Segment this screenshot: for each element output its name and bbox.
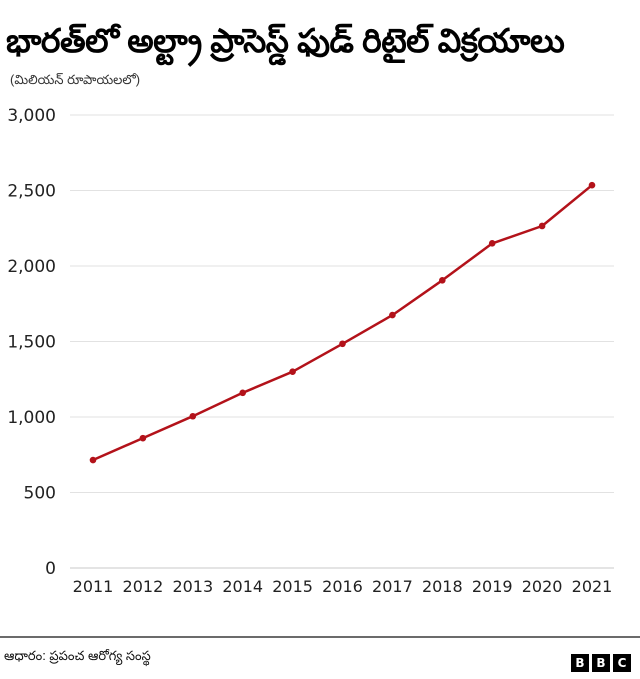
- source-note: ఆధారం: ప్రపంచ ఆరోగ్య సంస్థ: [4, 648, 151, 663]
- data-point: [488, 240, 496, 247]
- x-tick-label: 2013: [172, 577, 213, 596]
- x-tick-label: 2017: [372, 577, 413, 596]
- y-axis-ticks: 0 500 1,000 1,500 2,000 2,500 3,000: [7, 106, 56, 579]
- data-point: [439, 277, 446, 284]
- data-point: [289, 368, 296, 376]
- logo-letter: B: [592, 654, 610, 672]
- data-point: [239, 389, 246, 397]
- y-tick-label: 3,000: [7, 106, 56, 126]
- data-point: [189, 412, 197, 420]
- y-tick-label: 500: [24, 484, 56, 504]
- footer-divider: [0, 636, 640, 638]
- data-line: [92, 184, 593, 462]
- y-tick-label: 2,000: [7, 257, 56, 277]
- bbc-logo: B B C: [571, 654, 631, 672]
- data-point: [89, 456, 97, 464]
- x-tick-label: 2021: [572, 577, 613, 596]
- gridlines: [70, 114, 614, 569]
- x-tick-label: 2011: [73, 577, 114, 596]
- y-tick-label: 2,500: [7, 182, 56, 202]
- x-tick-label: 2018: [422, 577, 463, 596]
- chart-title: భారత్‌లో అల్ట్రా ప్రాసెస్డ్ ఫుడ్ రిటైల్ …: [6, 22, 565, 59]
- data-point: [139, 434, 147, 442]
- data-point: [588, 181, 596, 189]
- x-tick-label: 2012: [123, 577, 164, 596]
- data-point: [339, 340, 346, 348]
- x-tick-label: 2019: [472, 577, 513, 596]
- data-points: [89, 181, 596, 464]
- x-tick-label: 2020: [522, 577, 563, 596]
- y-tick-label: 1,500: [7, 333, 56, 353]
- x-tick-label: 2015: [272, 577, 313, 596]
- x-tick-label: 2016: [322, 577, 363, 596]
- data-point: [538, 222, 546, 230]
- data-point: [389, 311, 396, 319]
- logo-letter: C: [613, 654, 631, 672]
- logo-letter: B: [571, 654, 589, 672]
- x-tick-label: 2014: [222, 577, 263, 596]
- y-tick-label: 1,000: [7, 408, 56, 428]
- x-axis-ticks: 2011 2012 2013 2014 2015 2016 2017 2018 2019 2020…: [73, 577, 613, 596]
- chart-subtitle: (మిలియన్ రూపాయలలో): [10, 72, 141, 87]
- y-tick-label: 0: [45, 559, 56, 579]
